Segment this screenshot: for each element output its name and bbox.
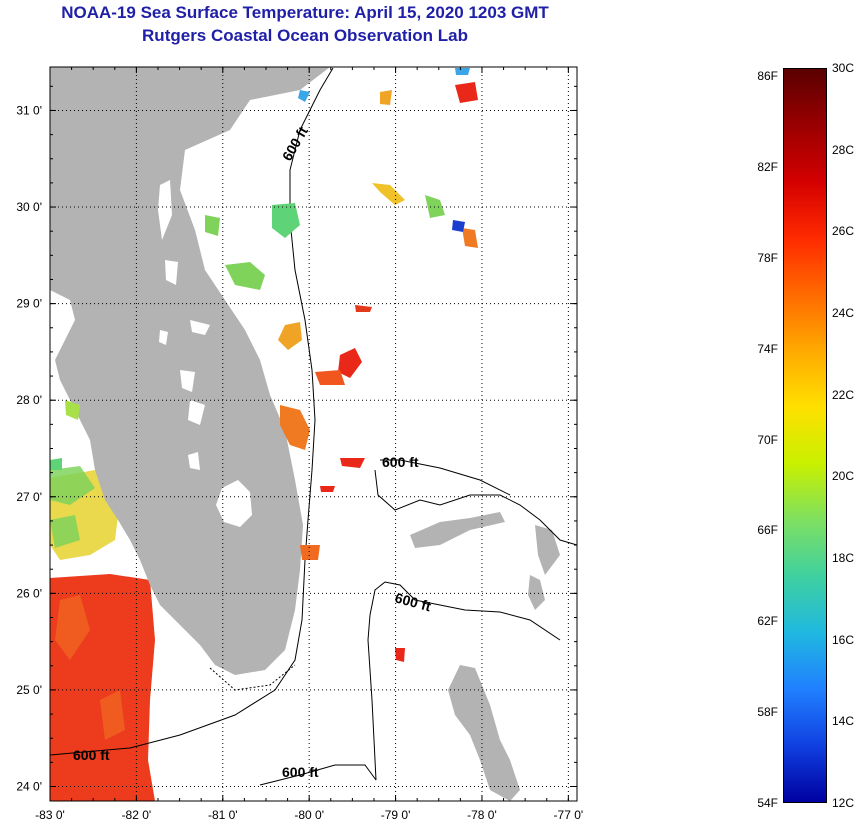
gulf-warm-water-patch [55,595,125,740]
fahrenheit-label: 86F [757,69,778,83]
bahama-bank-outline-south [369,581,561,641]
celsius-label: 18C [832,551,855,565]
celsius-label: 20C [832,469,855,484]
contour-label-600ft-gulf: 600 ft [73,747,110,763]
lon-tick-label: -82 0' [122,808,152,822]
florida-land [50,67,330,675]
celsius-label: 22C [832,387,855,402]
lat-tick-label: 31 0' [16,103,42,117]
celsius-label: 26C [832,224,855,239]
celsius-label: 16C [832,632,855,647]
lat-tick-label: 24 0' [16,780,42,794]
lake-okeechobee [216,480,252,527]
temperature-colorbar [783,68,827,803]
isobath-600ft-andros [367,614,377,781]
fahrenheit-label: 58F [757,705,778,720]
celsius-label: 30C [832,61,855,75]
lat-tick-label: 26 0' [16,586,42,600]
contour-label-600ft-bahamas: 600 ft [382,454,419,470]
sst-patches-cool [50,68,470,470]
fahrenheit-label: 62F [757,614,778,629]
fahrenheit-label: 70F [757,432,778,447]
bahamas-abaco [535,525,560,575]
isobath-600ft-east [50,67,334,756]
fahrenheit-label: 82F [757,159,778,174]
lat-tick-label: 28 0' [16,393,42,407]
celsius-label: 14C [832,714,855,729]
lon-tick-label: -81 0' [208,808,238,822]
fahrenheit-label: 54F [757,796,778,810]
isobath-600ft-south [259,764,377,786]
bahamas-andros [448,665,520,801]
map-title: NOAA-19 Sea Surface Temperature: April 1… [61,3,549,22]
lon-tick-label: -78 0' [467,808,497,822]
axis-ticks [49,67,577,801]
gulf-green-water [50,466,95,548]
celsius-label: 28C [832,142,855,157]
lon-tick-label: -77 0' [554,808,584,822]
lat-tick-label: 30 0' [16,200,42,214]
isobath-600ft-nw [380,459,511,496]
fahrenheit-label: 74F [757,341,778,356]
lon-tick-label: -83 0' [35,808,65,822]
plot-frame [49,66,578,802]
inland-lakes [158,180,210,470]
bahama-bank-outline [374,469,577,546]
lat-tick-label: 29 0' [16,297,42,311]
celsius-label: 12C [832,796,855,810]
bahamas-eleuthera [528,575,545,610]
contour-label-600ft-south: 600 ft [282,764,319,780]
fahrenheit-label: 66F [757,523,778,538]
celsius-label: 24C [832,306,855,320]
fahrenheit-label: 78F [757,250,778,265]
map-subtitle: Rutgers Coastal Ocean Observation Lab [142,26,468,45]
lat-tick-label: 25 0' [16,683,42,697]
bahamas-grand-bahama [410,512,505,548]
lon-tick-label: -79 0' [381,808,411,822]
lat-tick-label: 27 0' [16,490,42,504]
lon-tick-label: -80 0' [294,808,324,822]
sst-patches-warm [278,82,478,662]
